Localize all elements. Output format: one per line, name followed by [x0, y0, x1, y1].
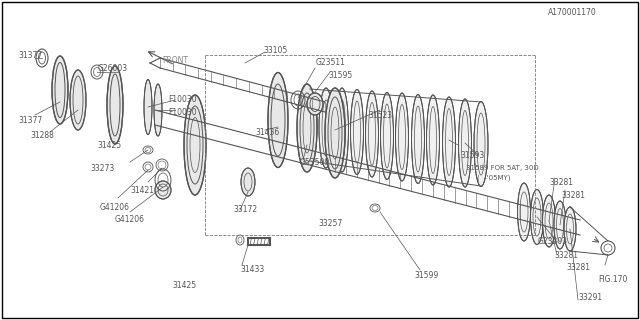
Text: (  -'05MY): ( -'05MY) — [477, 175, 511, 181]
Text: F10030: F10030 — [168, 94, 196, 103]
Text: FRONT: FRONT — [162, 55, 188, 65]
Text: 33281: 33281 — [549, 178, 573, 187]
Ellipse shape — [335, 88, 349, 172]
Ellipse shape — [107, 66, 123, 144]
Text: 31589 FOR 5AT, 30D: 31589 FOR 5AT, 30D — [466, 165, 539, 171]
Text: 31377: 31377 — [18, 116, 42, 124]
Ellipse shape — [297, 84, 317, 172]
Ellipse shape — [442, 97, 456, 187]
Ellipse shape — [70, 70, 86, 130]
Ellipse shape — [564, 207, 576, 251]
Ellipse shape — [52, 56, 68, 124]
Ellipse shape — [518, 183, 531, 241]
Text: G41206: G41206 — [115, 215, 145, 225]
Ellipse shape — [184, 95, 206, 195]
Ellipse shape — [241, 168, 255, 196]
Text: 31425: 31425 — [172, 281, 196, 290]
Text: 31599: 31599 — [414, 270, 438, 279]
Text: G23511: G23511 — [316, 58, 346, 67]
Text: 31436: 31436 — [255, 127, 279, 137]
Ellipse shape — [531, 189, 543, 244]
Text: 33281: 33281 — [561, 190, 585, 199]
Ellipse shape — [144, 79, 152, 134]
Ellipse shape — [426, 95, 440, 185]
Ellipse shape — [319, 88, 333, 168]
Text: 31377: 31377 — [18, 51, 42, 60]
Text: G41206: G41206 — [100, 203, 130, 212]
Ellipse shape — [307, 93, 323, 115]
Ellipse shape — [365, 91, 378, 177]
Ellipse shape — [396, 93, 408, 181]
Text: 33105: 33105 — [263, 45, 287, 54]
Text: 33281: 33281 — [554, 251, 578, 260]
Text: A170001170: A170001170 — [548, 7, 596, 17]
Ellipse shape — [474, 101, 488, 187]
Text: 33291: 33291 — [578, 293, 602, 302]
Text: G26003: G26003 — [98, 63, 128, 73]
Text: F10030: F10030 — [168, 108, 196, 116]
Text: 31523: 31523 — [368, 110, 392, 119]
Text: G53509: G53509 — [300, 157, 330, 166]
Ellipse shape — [543, 195, 556, 247]
Ellipse shape — [351, 90, 364, 174]
Ellipse shape — [325, 88, 345, 178]
Ellipse shape — [458, 99, 472, 187]
Text: 33172: 33172 — [233, 205, 257, 214]
Text: 33281: 33281 — [566, 263, 590, 273]
Text: 31433: 31433 — [240, 266, 264, 275]
Ellipse shape — [381, 92, 394, 180]
Text: 31425: 31425 — [97, 140, 121, 149]
Text: 33257: 33257 — [318, 219, 342, 228]
Ellipse shape — [303, 89, 317, 161]
Text: 31421: 31421 — [130, 186, 154, 195]
Text: 31593: 31593 — [460, 150, 484, 159]
Text: G23203: G23203 — [538, 237, 568, 246]
Ellipse shape — [268, 73, 288, 167]
Text: 31288: 31288 — [30, 131, 54, 140]
Text: 31595: 31595 — [328, 70, 352, 79]
Ellipse shape — [154, 84, 162, 136]
Ellipse shape — [155, 181, 171, 199]
Text: FIG.170: FIG.170 — [598, 276, 627, 284]
Ellipse shape — [554, 201, 566, 249]
Text: 33273: 33273 — [90, 164, 115, 172]
Ellipse shape — [412, 94, 424, 183]
